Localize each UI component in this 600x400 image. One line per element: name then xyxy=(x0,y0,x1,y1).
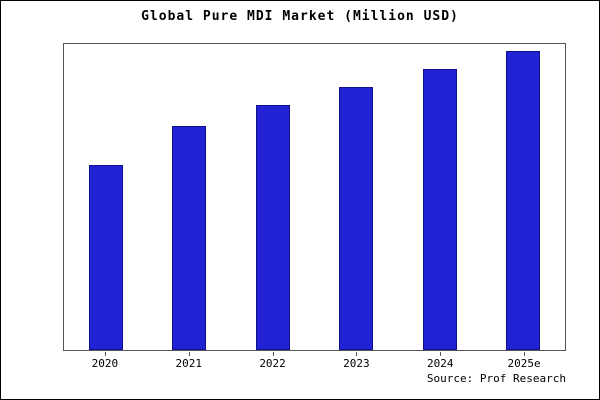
x-tick-mark xyxy=(524,352,525,356)
x-tick-mark xyxy=(105,352,106,356)
bar-slot xyxy=(506,44,541,350)
x-tick-label-2025e: 2025e xyxy=(507,357,541,370)
x-tick-mark xyxy=(356,352,357,356)
bar-2020 xyxy=(88,165,123,350)
source-note: Source: Prof Research xyxy=(426,372,566,385)
bar-slot xyxy=(172,44,207,350)
chart-title: Global Pure MDI Market (Million USD) xyxy=(141,9,459,24)
bar-group xyxy=(64,44,565,350)
bar-slot xyxy=(339,44,374,350)
x-tick-mark xyxy=(440,352,441,356)
bar-2021 xyxy=(172,126,207,350)
bar-slot xyxy=(422,44,457,350)
x-tick-label-2024: 2024 xyxy=(426,357,454,370)
bar-2023 xyxy=(339,87,374,350)
bar-slot xyxy=(255,44,290,350)
bar-2025e xyxy=(506,51,541,350)
bar-2024 xyxy=(422,69,457,350)
x-tick-label-2021: 2021 xyxy=(175,357,202,370)
x-tick-label-2020: 2020 xyxy=(91,357,119,370)
x-tick-label-2023: 2023 xyxy=(343,357,370,370)
bar-slot xyxy=(88,44,123,350)
x-tick-mark xyxy=(189,352,190,356)
plot-area xyxy=(63,43,566,351)
bar-2022 xyxy=(255,105,290,350)
x-tick-mark xyxy=(273,352,274,356)
x-tick-label-2022: 2022 xyxy=(259,357,286,370)
x-axis-labels: 2020 2021 2022 2023 2024 2025e xyxy=(63,357,566,370)
